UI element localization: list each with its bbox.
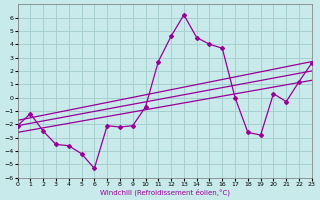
X-axis label: Windchill (Refroidissement éolien,°C): Windchill (Refroidissement éolien,°C) — [100, 188, 230, 196]
